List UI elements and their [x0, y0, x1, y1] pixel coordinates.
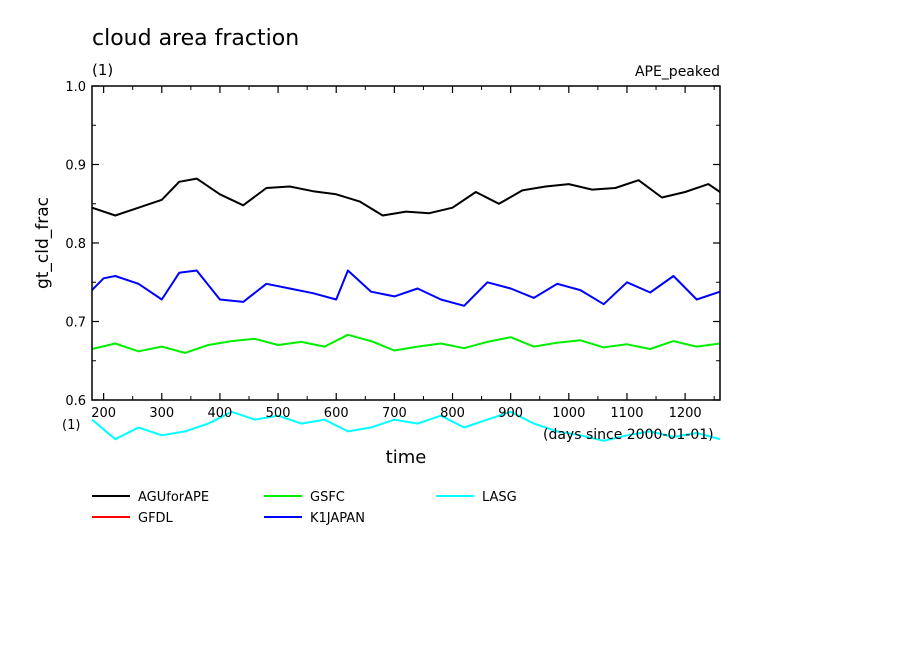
y-tick-label: 0.9 [65, 159, 86, 174]
x-axis-label: time [386, 447, 427, 468]
legend-label-aguforape: AGUforAPE [138, 490, 209, 505]
x-tick-label: 1200 [669, 406, 702, 421]
y-tick-label: 1.0 [65, 80, 86, 95]
series-line-aguforape [91, 177, 721, 217]
legend-label-gfdl: GFDL [138, 511, 174, 526]
chart-title: cloud area fraction [92, 26, 299, 51]
x-tick-label: 300 [149, 406, 174, 421]
legend-label-gsfc: GSFC [310, 490, 345, 505]
x-tick-label: 500 [266, 406, 291, 421]
y-tick-label: 0.6 [65, 394, 86, 409]
x-tick-label: 900 [498, 406, 523, 421]
legend-label-k1japan: K1JAPAN [310, 511, 365, 526]
y-tick-label: 0.7 [65, 316, 86, 331]
y-axis-unit: (1) [62, 418, 80, 433]
chart-subtitle: (1) [92, 61, 113, 79]
x-tick-label: 700 [382, 406, 407, 421]
x-axis-unit: (days since 2000-01-01) [543, 427, 714, 443]
x-tick-label: 400 [208, 406, 233, 421]
y-axis-label: gt_cld_frac [33, 197, 53, 289]
x-tick-label: 1100 [610, 406, 643, 421]
x-tick-label: 1000 [552, 406, 585, 421]
x-tick-label: 200 [91, 406, 116, 421]
legend: AGUforAPE GFDL GSFC K1JAPAN LASG [92, 490, 517, 526]
series-line-gsfc [91, 333, 721, 354]
x-tick-label: 600 [324, 406, 349, 421]
run-tag: APE_peaked [635, 64, 720, 80]
x-tick-label: 800 [440, 406, 465, 421]
y-tick-label: 0.8 [65, 237, 86, 252]
series-line-lasg [91, 410, 721, 442]
legend-label-lasg: LASG [482, 490, 517, 505]
series-line-k1japan [91, 269, 721, 307]
series-layer [91, 177, 721, 442]
axes-layer: 0.6 0.7 0.8 0.9 1.0 200 300 400 500 600 700 800 900 1… [65, 80, 720, 421]
